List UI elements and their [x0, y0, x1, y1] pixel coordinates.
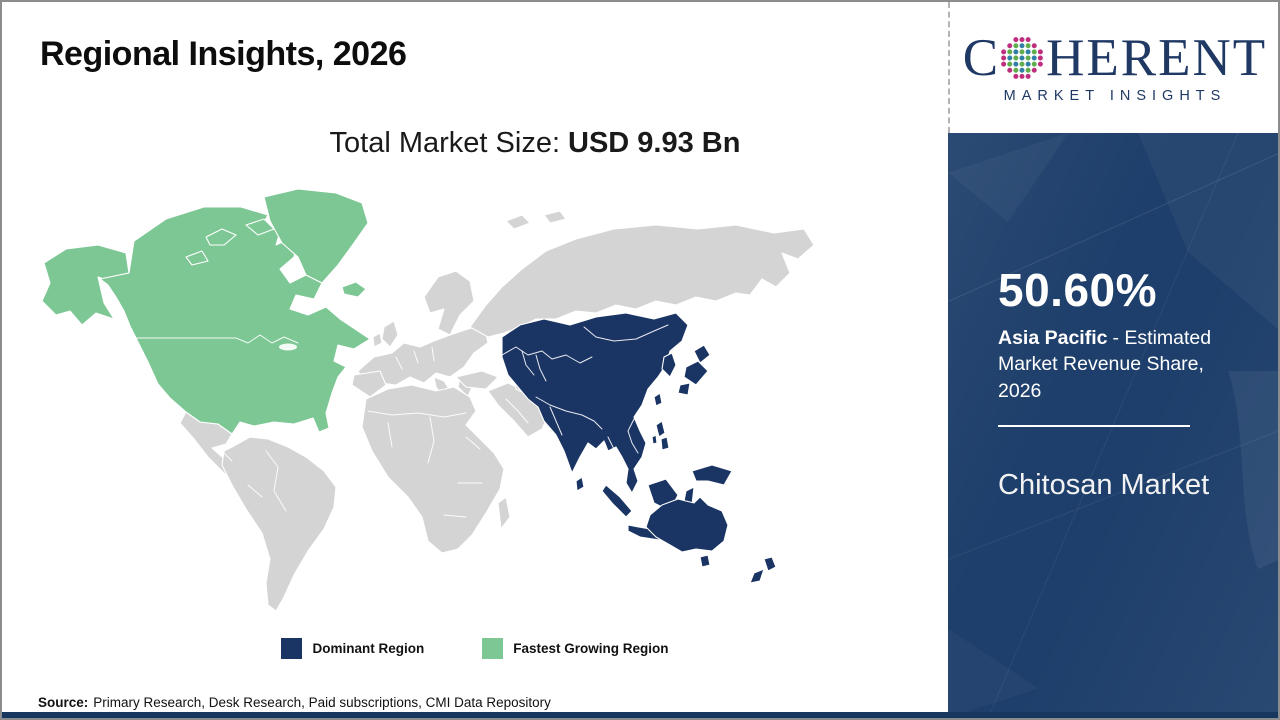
world-map-svg	[41, 188, 815, 612]
country-scandinavia	[423, 270, 475, 336]
coherent-market-insights-logo: C	[962, 28, 1268, 104]
country-alaska	[41, 244, 130, 326]
country-ireland	[372, 332, 383, 348]
source-label: Source:	[38, 695, 89, 710]
total-market-size-label: Total Market Size:	[329, 127, 561, 159]
island-tasmania	[699, 554, 711, 568]
region-europe	[357, 324, 489, 386]
map-region-north-america	[41, 188, 371, 435]
region-africa	[361, 384, 505, 554]
country-greenland	[263, 188, 369, 284]
island-sumatra	[601, 484, 633, 518]
total-market-size-value: USD 9.93 Bn	[568, 127, 741, 159]
island-new-guinea	[691, 464, 733, 486]
source-line: Source: Primary Research, Desk Research, …	[38, 695, 551, 710]
world-map	[35, 185, 817, 615]
region-asia-mainland	[501, 312, 689, 494]
country-turkey	[455, 370, 499, 390]
main-content: Regional Insights, 2026 Total Market Siz…	[2, 2, 950, 718]
sidebar: C	[948, 2, 1278, 718]
highlight-panel: 50.60% Asia Pacific - Estimated Market Re…	[948, 133, 1278, 718]
legend-item-fastest-growing: Fastest Growing Region	[482, 638, 669, 659]
country-united-kingdom	[381, 320, 399, 348]
logo-wordmark: C	[962, 28, 1268, 87]
country-philippines	[651, 420, 670, 451]
legend-swatch-dominant	[281, 638, 303, 659]
logo-letters-herent: HERENT	[1046, 28, 1268, 87]
legend-swatch-fastest-growing	[482, 638, 504, 659]
country-new-zealand	[749, 556, 777, 584]
legend-label-dominant: Dominant Region	[312, 641, 425, 656]
islands-canadian-arctic	[185, 218, 275, 266]
country-south-america	[221, 436, 337, 612]
map-region-asia-pacific	[501, 312, 777, 584]
country-japan	[677, 344, 711, 396]
country-russia	[469, 224, 815, 338]
country-korea	[661, 352, 677, 378]
country-taiwan	[653, 392, 663, 407]
legend-item-dominant: Dominant Region	[281, 638, 424, 659]
logo-tagline: MARKET INSIGHTS	[1003, 87, 1227, 104]
country-iberia	[351, 370, 387, 398]
map-legend: Dominant Region Fastest Growing Region	[2, 638, 948, 659]
share-value: 50.60%	[998, 264, 1158, 316]
map-country-borders	[105, 324, 669, 518]
page-title: Regional Insights, 2026	[40, 35, 407, 73]
source-text: Primary Research, Desk Research, Paid su…	[93, 695, 551, 710]
share-metric: - Estimated Market Revenue Share, 2026	[998, 327, 1212, 402]
logo-letter-c: C	[962, 28, 999, 87]
dotted-globe-icon	[1001, 37, 1044, 79]
islands-svalbard	[505, 210, 567, 230]
bottom-accent-bar	[2, 712, 1278, 718]
share-region: Asia Pacific	[998, 327, 1108, 349]
brand-logo-zone: C	[948, 2, 1278, 133]
legend-label-fastest-growing: Fastest Growing Region	[513, 641, 669, 656]
country-madagascar	[497, 496, 511, 530]
share-description: Asia Pacific - Estimated Market Revenue S…	[998, 325, 1246, 404]
country-sri-lanka	[575, 476, 585, 492]
country-australia	[645, 496, 729, 553]
country-iceland	[341, 281, 367, 298]
market-name: Chitosan Market	[998, 469, 1210, 501]
panel-divider	[998, 425, 1190, 427]
total-market-size: Total Market Size: USD 9.93 Bn	[2, 127, 948, 160]
